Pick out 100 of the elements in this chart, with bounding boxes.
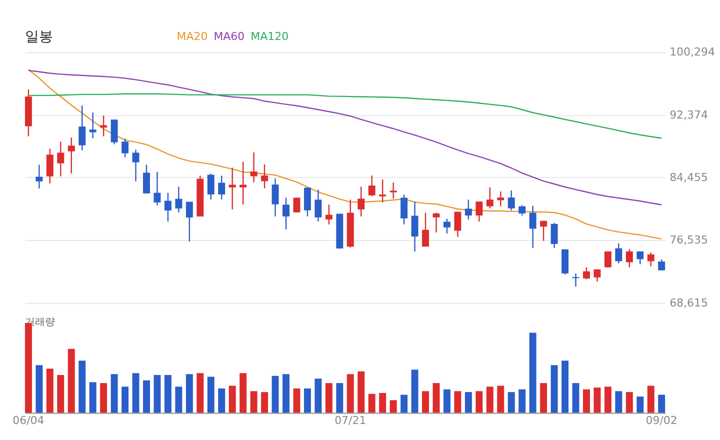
x-tick-label: 06/04 xyxy=(12,414,44,428)
bar xyxy=(46,368,54,413)
bar xyxy=(304,388,311,413)
bar xyxy=(57,374,64,413)
candlestick xyxy=(78,104,86,151)
candlestick xyxy=(604,250,612,268)
bar xyxy=(272,376,279,413)
bar xyxy=(132,373,140,413)
bar xyxy=(529,332,536,413)
candlestick xyxy=(411,201,418,252)
candlestick xyxy=(186,201,193,242)
text: MA20 xyxy=(176,30,208,44)
bar xyxy=(186,374,193,413)
bar xyxy=(550,365,558,413)
candlestick xyxy=(464,198,472,220)
chart-title: 일봉 xyxy=(24,29,53,46)
bar xyxy=(228,386,236,413)
bar xyxy=(454,391,462,413)
line-series xyxy=(28,70,662,206)
bar xyxy=(464,392,472,413)
bar xyxy=(143,380,150,413)
candlestick xyxy=(325,204,332,226)
candlestick xyxy=(379,178,386,203)
y-tick-label: 68,615 xyxy=(670,296,708,310)
candlestick xyxy=(57,140,64,177)
candlestick xyxy=(582,266,590,280)
candlestick xyxy=(143,164,150,194)
candlestick xyxy=(636,250,644,265)
candlestick xyxy=(207,173,214,200)
x-tick-label: 09/02 xyxy=(646,414,678,428)
bar xyxy=(626,392,633,413)
bar xyxy=(100,383,108,413)
text: MA60 xyxy=(214,30,245,44)
bar xyxy=(358,371,365,413)
candlestick xyxy=(304,187,311,218)
candlestick xyxy=(46,148,54,184)
candlestick xyxy=(122,138,129,158)
bar xyxy=(476,391,483,413)
candlestick xyxy=(572,272,580,288)
bar xyxy=(379,392,386,413)
candlestick xyxy=(368,174,376,197)
candlestick xyxy=(615,242,622,264)
candlestick xyxy=(518,204,526,216)
candlestick xyxy=(314,189,322,222)
bar xyxy=(636,396,644,413)
bar xyxy=(400,394,408,413)
bar xyxy=(325,383,332,413)
bar xyxy=(582,389,590,413)
candlestick xyxy=(261,164,268,189)
bar xyxy=(78,360,86,413)
candlestick xyxy=(228,167,236,210)
text: MA120 xyxy=(250,30,289,44)
bar xyxy=(196,373,204,413)
bar xyxy=(562,360,568,413)
bar xyxy=(250,391,258,413)
bar xyxy=(110,374,118,413)
candlestick xyxy=(508,190,515,212)
candlestick xyxy=(175,186,182,214)
bar xyxy=(89,382,96,413)
y-tick-label: 76,535 xyxy=(670,234,708,247)
candlestick xyxy=(486,186,494,209)
bar xyxy=(368,394,376,413)
y-tick-label: 92,374 xyxy=(670,108,708,122)
candlestick xyxy=(282,197,290,230)
candlestick xyxy=(132,149,140,182)
candlestick xyxy=(647,252,654,267)
bar xyxy=(572,383,580,413)
bar xyxy=(261,392,268,413)
bar xyxy=(154,374,161,413)
bar xyxy=(314,378,322,413)
bar xyxy=(240,373,247,413)
bar xyxy=(604,386,612,413)
bar xyxy=(175,386,182,413)
x-tick-label: 07/21 xyxy=(334,414,366,428)
bar xyxy=(594,388,601,413)
candlestick xyxy=(432,212,440,234)
candlestick xyxy=(272,178,279,218)
candlestick xyxy=(400,194,408,226)
bar xyxy=(390,400,397,413)
bar xyxy=(122,386,129,413)
candlestick xyxy=(100,114,108,137)
bar xyxy=(411,370,418,413)
candlestick xyxy=(36,164,43,190)
bar xyxy=(540,383,548,413)
bar xyxy=(218,388,226,413)
candlestick xyxy=(89,112,96,139)
candlestick xyxy=(476,200,483,222)
bar xyxy=(432,383,440,413)
candlestick xyxy=(293,197,300,213)
bar xyxy=(346,374,354,413)
candlestick xyxy=(454,211,462,238)
candlestick xyxy=(443,218,450,234)
candlestick xyxy=(594,268,601,282)
bar xyxy=(443,389,450,413)
line-series xyxy=(28,93,662,139)
bar xyxy=(336,383,344,413)
bar xyxy=(497,386,504,413)
bar xyxy=(293,388,300,413)
candlestick xyxy=(658,258,666,271)
candlestick xyxy=(250,152,258,183)
